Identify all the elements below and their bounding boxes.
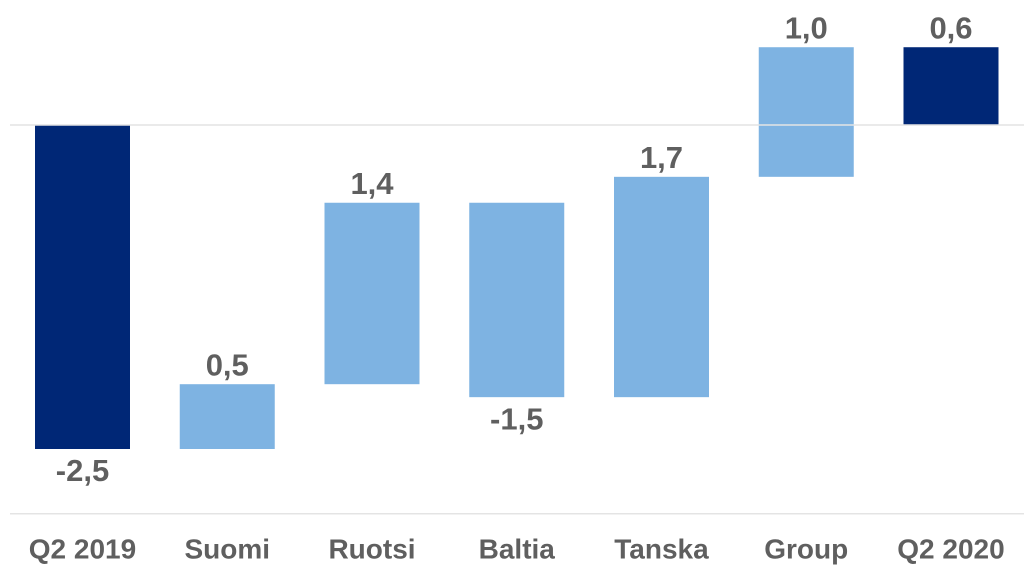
- x-tick-label: Baltia: [479, 533, 556, 564]
- x-tick-label: Suomi: [184, 533, 270, 564]
- bar: [324, 202, 420, 385]
- bar: [758, 47, 854, 177]
- x-tick-label: Tanska: [614, 533, 709, 564]
- value-label: -1,5: [490, 401, 543, 436]
- bar: [469, 202, 565, 398]
- x-tick-label: Q2 2019: [29, 533, 136, 564]
- value-label: 1,4: [350, 166, 394, 201]
- value-label: 0,5: [206, 347, 249, 382]
- value-label: 0,6: [929, 10, 972, 45]
- bar: [35, 124, 130, 449]
- bar: [903, 47, 999, 125]
- x-tick-label: Ruotsi: [328, 533, 415, 564]
- value-label: 1,0: [785, 10, 828, 45]
- value-label: -2,5: [56, 453, 109, 488]
- bar: [614, 176, 709, 398]
- x-tick-label: Q2 2020: [897, 533, 1004, 564]
- value-label: 1,7: [640, 140, 683, 175]
- bar: [179, 384, 275, 449]
- x-tick-label: Group: [764, 533, 848, 564]
